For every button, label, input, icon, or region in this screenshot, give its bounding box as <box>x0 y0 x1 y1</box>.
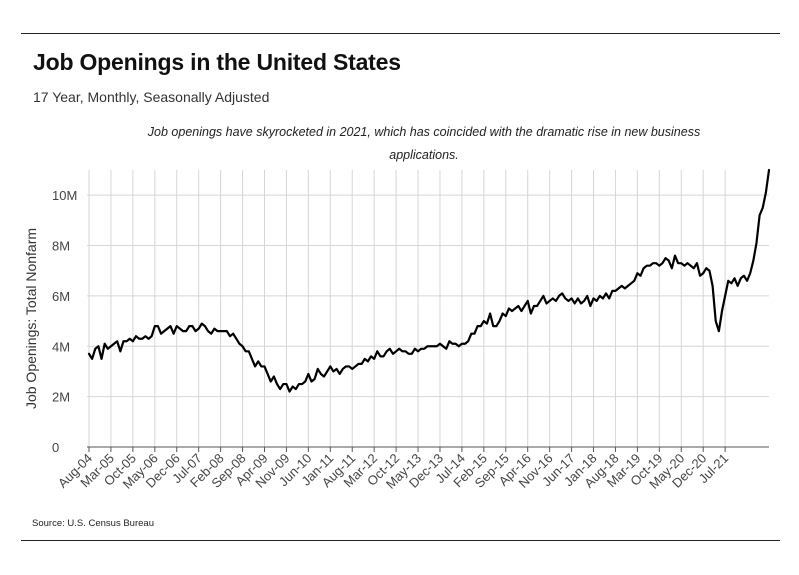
source-note: Source: U.S. Census Bureau <box>32 518 154 529</box>
chart-subtitle: 17 Year, Monthly, Seasonally Adjusted <box>33 89 270 105</box>
chart-title: Job Openings in the United States <box>33 49 401 75</box>
y-axis-label: Job Openings: Total Nonfarm <box>23 228 39 409</box>
y-tick-label: 6M <box>52 289 70 304</box>
y-tick-label: 10M <box>52 188 77 203</box>
y-tick-labels: 0 2M 4M 6M 8M 10M <box>52 188 77 455</box>
gridlines <box>87 170 769 447</box>
job-openings-line <box>87 168 771 393</box>
axes <box>87 446 769 452</box>
chart-annotation: Job openings have skyrocketed in 2021, w… <box>147 125 701 162</box>
y-tick-label: 8M <box>52 239 70 254</box>
y-tick-label: 2M <box>52 390 70 405</box>
x-tick-labels: Aug-04Mar-05Oct-05May-06Dec-06Jul-07Feb-… <box>55 451 731 492</box>
y-tick-label: 4M <box>52 339 70 354</box>
bottom-rule <box>21 540 780 541</box>
top-rule <box>21 33 780 34</box>
y-tick-label: 0 <box>52 440 59 455</box>
